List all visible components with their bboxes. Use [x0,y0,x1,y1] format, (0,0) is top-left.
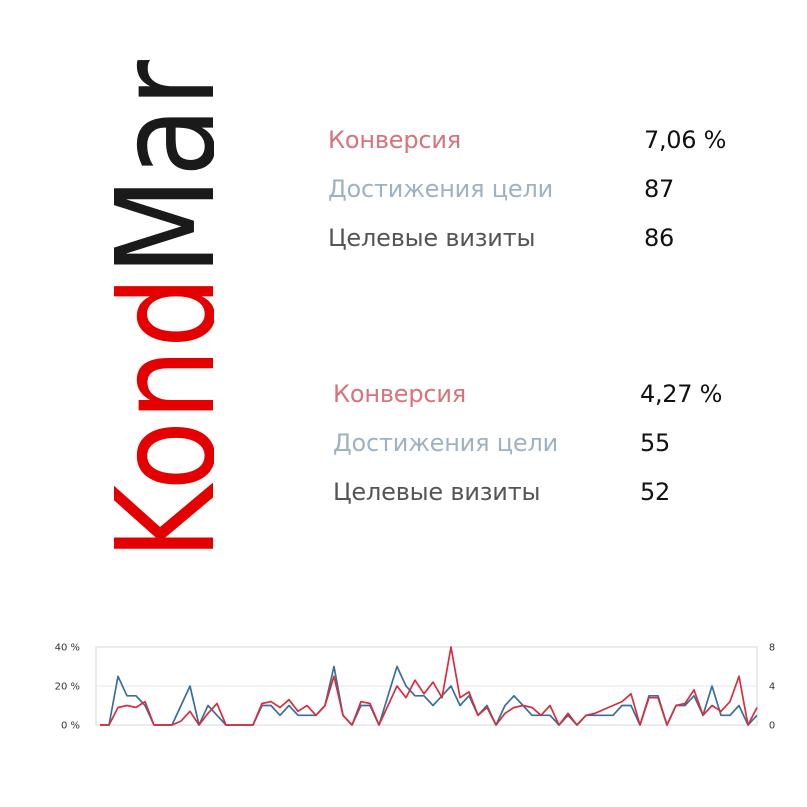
conversion-value: 7,06 % [644,126,727,154]
conversion-label: Конверсия [328,126,461,154]
kondmar-logo-wordmark: KondMar [114,60,214,560]
y-left-tick-label: 0 % [61,721,80,732]
logo-text-kond: Kond [114,276,214,560]
stats-block-2: Конверсия 4,27 % Достижения цели 55 Целе… [333,380,753,520]
y-right-tick-label: 4 [769,682,775,693]
visits-label: Целевые визиты [333,478,541,506]
goals-value: 87 [644,175,674,203]
goals-label: Достижения цели [328,175,553,203]
y-right-tick-label: 8 [769,643,775,654]
goals-label: Достижения цели [333,429,558,457]
goals-value: 55 [640,429,670,457]
visits-value: 86 [644,224,674,252]
svg-text:KondMar: KondMar [114,60,214,560]
visits-label: Целевые визиты [328,224,536,252]
logo-text-mar: Mar [114,60,214,276]
kondmar-logo: KondMar [114,60,214,560]
conversion-value: 4,27 % [640,380,723,408]
y-left-tick-label: 20 % [55,682,80,693]
y-right-tick-label: 0 [769,721,775,732]
visits-series-line [100,665,758,726]
conversion-line-chart: 0 % 20 % 40 % 0 4 8 [0,630,807,740]
visits-value: 52 [640,478,670,506]
chart-svg: 0 % 20 % 40 % 0 4 8 [55,643,776,732]
y-left-tick-label: 40 % [55,643,80,654]
stats-block-1: Конверсия 7,06 % Достижения цели 87 Целе… [328,126,748,266]
conversion-series-line [100,646,758,726]
conversion-label: Конверсия [333,380,466,408]
